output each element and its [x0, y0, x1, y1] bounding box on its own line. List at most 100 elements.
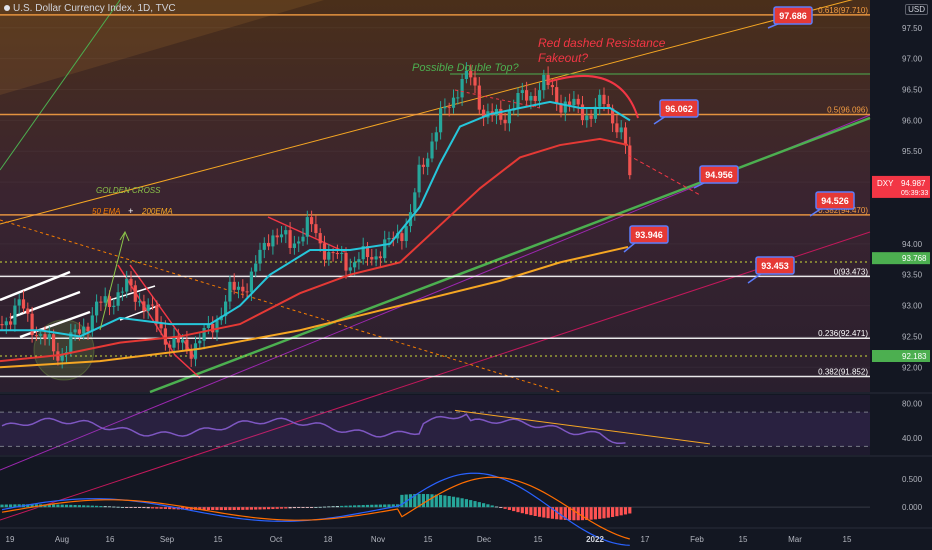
candle-body[interactable]: [370, 257, 374, 260]
candle-body[interactable]: [602, 94, 606, 105]
candle-body[interactable]: [525, 90, 529, 101]
candle-body[interactable]: [206, 323, 210, 328]
candle-body[interactable]: [284, 230, 288, 235]
candle-body[interactable]: [77, 329, 81, 334]
candle-body[interactable]: [572, 98, 576, 106]
candle-body[interactable]: [241, 286, 245, 292]
candle-body[interactable]: [4, 321, 8, 326]
candle-body[interactable]: [120, 291, 124, 293]
candle-body[interactable]: [267, 242, 271, 247]
candle-body[interactable]: [112, 305, 116, 307]
candle-body[interactable]: [335, 253, 339, 255]
candle-body[interactable]: [606, 104, 610, 109]
candle-body[interactable]: [297, 241, 301, 244]
candle-body[interactable]: [69, 332, 73, 353]
candle-body[interactable]: [477, 85, 481, 110]
candle-body[interactable]: [598, 94, 602, 107]
candle-body[interactable]: [585, 115, 589, 121]
candle-body[interactable]: [559, 103, 563, 113]
candle-body[interactable]: [47, 334, 51, 340]
candle-body[interactable]: [95, 301, 99, 316]
candle-body[interactable]: [615, 123, 619, 133]
candle-body[interactable]: [163, 328, 167, 345]
candle-body[interactable]: [331, 252, 335, 254]
candle-body[interactable]: [193, 343, 198, 359]
candle-body[interactable]: [288, 230, 292, 248]
candle-body[interactable]: [456, 97, 460, 99]
currency-label[interactable]: USD: [905, 4, 928, 15]
candle-body[interactable]: [576, 98, 580, 105]
candle-body[interactable]: [542, 74, 546, 91]
candle-body[interactable]: [322, 243, 327, 260]
candle-body[interactable]: [537, 90, 542, 101]
candle-body[interactable]: [224, 301, 228, 317]
candle-body[interactable]: [400, 233, 404, 242]
candle-body[interactable]: [172, 335, 176, 348]
candle-body[interactable]: [168, 344, 172, 348]
callout-box[interactable]: [629, 225, 669, 244]
candle-body[interactable]: [383, 239, 387, 259]
candle-body[interactable]: [310, 217, 314, 225]
candle-body[interactable]: [447, 106, 451, 108]
candle-body[interactable]: [357, 259, 361, 263]
callout-box[interactable]: [755, 256, 795, 275]
candle-body[interactable]: [262, 242, 266, 250]
candle-body[interactable]: [142, 301, 146, 311]
candle-body[interactable]: [249, 271, 253, 293]
candle-body[interactable]: [533, 95, 537, 101]
candle-body[interactable]: [378, 256, 382, 259]
candle-body[interactable]: [34, 335, 38, 337]
candle-body[interactable]: [129, 278, 133, 286]
candle-body[interactable]: [443, 106, 447, 109]
candle-body[interactable]: [9, 321, 13, 325]
candle-body[interactable]: [426, 158, 430, 167]
candle-body[interactable]: [507, 110, 511, 124]
candle-body[interactable]: [361, 246, 365, 260]
candle-body[interactable]: [258, 249, 262, 264]
callout-box[interactable]: [699, 165, 739, 184]
candle-body[interactable]: [563, 101, 567, 113]
candle-body[interactable]: [469, 70, 473, 78]
candle-body[interactable]: [215, 320, 219, 333]
candle-body[interactable]: [73, 329, 77, 333]
candle-body[interactable]: [413, 192, 417, 213]
candle-body[interactable]: [580, 104, 585, 121]
candle-body[interactable]: [125, 278, 129, 292]
candle-body[interactable]: [245, 291, 249, 293]
candle-body[interactable]: [340, 252, 344, 254]
candle-body[interactable]: [198, 340, 202, 344]
candle-body[interactable]: [439, 108, 443, 133]
candle-body[interactable]: [275, 235, 279, 238]
candle-body[interactable]: [39, 334, 43, 336]
candle-body[interactable]: [52, 334, 56, 352]
candle-body[interactable]: [623, 127, 628, 146]
candle-body[interactable]: [133, 285, 137, 302]
candle-body[interactable]: [232, 281, 236, 290]
candle-body[interactable]: [451, 97, 456, 108]
candle-body[interactable]: [421, 164, 425, 167]
candle-body[interactable]: [90, 315, 94, 332]
candle-body[interactable]: [176, 335, 180, 343]
candle-body[interactable]: [430, 141, 434, 159]
callout-box[interactable]: [773, 6, 813, 25]
candle-body[interactable]: [473, 77, 477, 86]
candle-body[interactable]: [589, 115, 593, 119]
candle-body[interactable]: [516, 92, 520, 109]
candle-body[interactable]: [43, 334, 47, 340]
candle-body[interactable]: [301, 236, 305, 242]
candle-body[interactable]: [417, 164, 421, 193]
candle-body[interactable]: [82, 326, 86, 334]
candle-body[interactable]: [434, 132, 438, 142]
candle-body[interactable]: [529, 95, 533, 101]
candle-body[interactable]: [13, 305, 17, 325]
candle-body[interactable]: [460, 78, 464, 98]
candle-body[interactable]: [555, 87, 559, 104]
candle-body[interactable]: [26, 308, 30, 314]
candle-body[interactable]: [189, 350, 193, 359]
candle-body[interactable]: [30, 313, 34, 336]
candle-body[interactable]: [17, 299, 21, 306]
candle-body[interactable]: [86, 326, 90, 332]
candle-body[interactable]: [387, 237, 391, 240]
candle-body[interactable]: [236, 286, 241, 290]
